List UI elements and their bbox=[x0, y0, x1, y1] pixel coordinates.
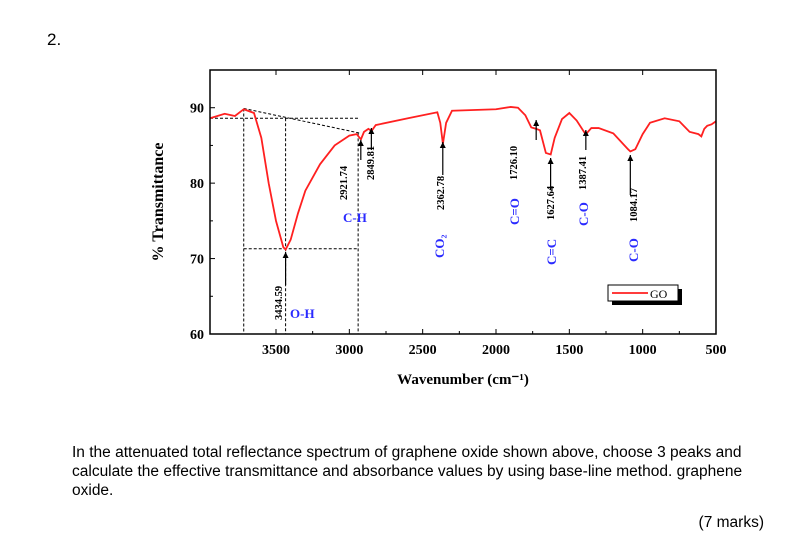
plot-frame bbox=[209, 69, 717, 335]
x-tick-label: 1000 bbox=[629, 343, 657, 358]
x-axis-label: Wavenumber (cm⁻¹) bbox=[397, 372, 529, 388]
y-tick-label: 80 bbox=[190, 177, 204, 192]
series-line-go bbox=[209, 106, 717, 252]
functional-group-label: C-O bbox=[626, 238, 641, 262]
question-text: In the attenuated total reflectance spec… bbox=[72, 444, 743, 499]
peak-arrowhead bbox=[282, 252, 289, 258]
peak-arrowhead bbox=[368, 128, 375, 134]
peak-label: 1726.10 bbox=[509, 146, 520, 180]
peak-label: 2849.81 bbox=[366, 146, 377, 180]
x-tick-label: 1500 bbox=[555, 343, 583, 358]
x-tick-label: 3000 bbox=[335, 343, 363, 358]
peak-arrowhead bbox=[627, 155, 634, 161]
x-tick-label: 2000 bbox=[482, 343, 510, 358]
functional-group-label: C-H bbox=[343, 210, 367, 225]
peak-label: 1627.64 bbox=[546, 185, 557, 220]
y-tick-label: 60 bbox=[190, 328, 204, 343]
legend-label: GO bbox=[650, 287, 668, 301]
functional-group-label: CO₂ bbox=[432, 235, 447, 259]
y-tick-label: 90 bbox=[190, 102, 204, 117]
baseline-dashed-line bbox=[243, 107, 362, 134]
y-axis-label: % Transmittance bbox=[150, 143, 167, 262]
peak-label: 2362.78 bbox=[436, 176, 447, 210]
peak-arrowhead bbox=[533, 120, 540, 126]
peak-arrowhead bbox=[439, 142, 446, 148]
functional-group-label: O-H bbox=[290, 306, 315, 321]
peak-arrowhead bbox=[547, 158, 554, 164]
ir-spectrum-chart: 3500 3000 2500 2000 1500 1000 500 60 70 80 90 Waven… bbox=[150, 69, 727, 388]
peak-arrowhead bbox=[357, 140, 364, 146]
peak-label: 1084.17 bbox=[629, 188, 640, 222]
functional-group-label: C=O bbox=[507, 198, 522, 225]
functional-group-label: C=C bbox=[544, 239, 559, 265]
peak-label: 3434.59 bbox=[274, 286, 285, 320]
peak-label: 1387.41 bbox=[578, 156, 589, 190]
question-number: 2. bbox=[47, 30, 62, 49]
peak-arrowhead bbox=[582, 130, 589, 136]
x-tick-label: 2500 bbox=[409, 343, 437, 358]
peak-label: 2921.74 bbox=[339, 165, 350, 200]
y-tick-label: 70 bbox=[190, 253, 204, 268]
x-tick-label: 500 bbox=[706, 343, 727, 358]
x-tick-label: 3500 bbox=[262, 343, 290, 358]
functional-group-label: C-O bbox=[576, 202, 591, 226]
marks-label: (7 marks) bbox=[698, 514, 764, 531]
